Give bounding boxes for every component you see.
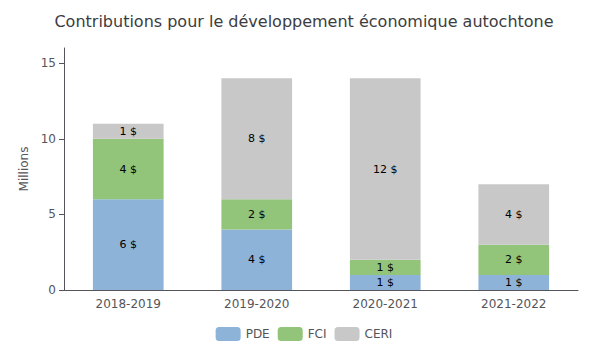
svg-text:FCI: FCI xyxy=(308,327,327,341)
svg-text:1 $: 1 $ xyxy=(120,125,138,138)
svg-text:2 $: 2 $ xyxy=(248,208,266,221)
svg-text:2018-2019: 2018-2019 xyxy=(96,297,161,311)
svg-text:4 $: 4 $ xyxy=(120,163,138,176)
svg-text:4 $: 4 $ xyxy=(505,208,523,221)
svg-text:2019-2020: 2019-2020 xyxy=(224,297,289,311)
svg-text:15: 15 xyxy=(41,56,56,70)
svg-text:2 $: 2 $ xyxy=(505,253,523,266)
svg-text:0: 0 xyxy=(48,283,56,297)
svg-text:1 $: 1 $ xyxy=(377,276,395,289)
svg-text:Millions: Millions xyxy=(17,147,31,192)
svg-text:2020-2021: 2020-2021 xyxy=(353,297,418,311)
svg-text:CERI: CERI xyxy=(365,327,393,341)
svg-text:5: 5 xyxy=(48,207,56,221)
svg-text:PDE: PDE xyxy=(246,327,270,341)
svg-text:12 $: 12 $ xyxy=(373,163,398,176)
svg-text:6 $: 6 $ xyxy=(120,238,138,251)
svg-text:1 $: 1 $ xyxy=(377,261,395,274)
svg-text:1 $: 1 $ xyxy=(505,276,523,289)
svg-text:8 $: 8 $ xyxy=(248,132,266,145)
svg-text:2021-2022: 2021-2022 xyxy=(481,297,546,311)
svg-text:4 $: 4 $ xyxy=(248,253,266,266)
svg-text:10: 10 xyxy=(41,132,56,146)
svg-text:Contributions pour le développ: Contributions pour le développement écon… xyxy=(54,12,553,31)
